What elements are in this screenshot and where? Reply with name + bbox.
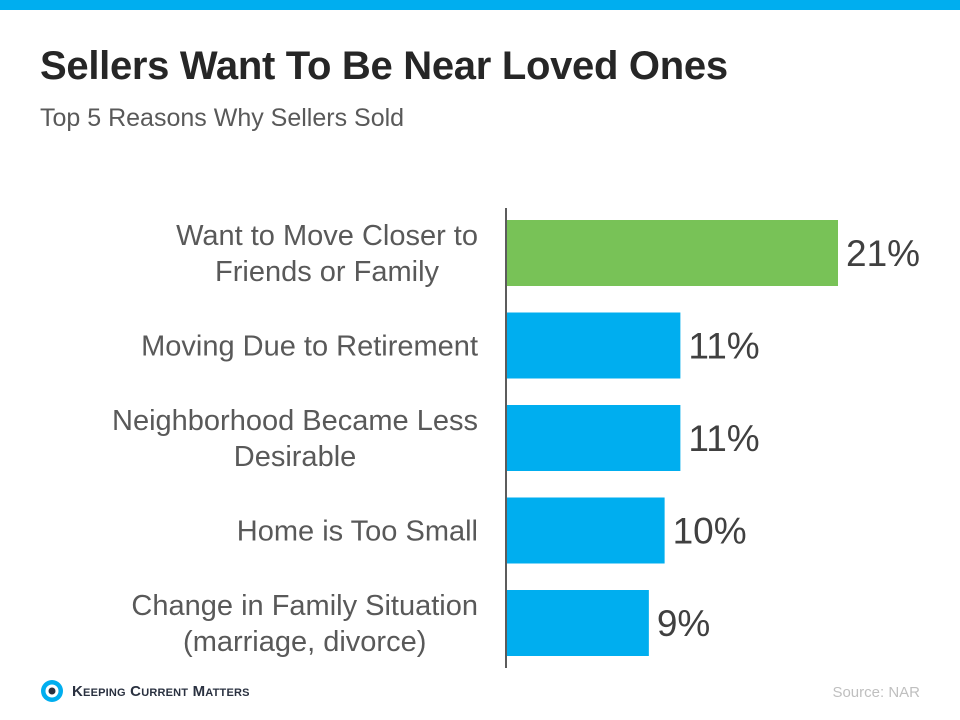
bar-value-label-3: 10% [673, 511, 747, 552]
bar-value-label-4: 9% [657, 603, 710, 644]
bar-0 [507, 220, 838, 286]
bar-value-label-0: 21% [846, 233, 920, 274]
category-label-0: Want to Move Closer to Friends or Family [176, 220, 478, 288]
bar-value-label-2: 11% [688, 418, 759, 459]
category-label-1: Moving Due to Retirement [141, 331, 478, 363]
category-label-line: Home is Too Small [237, 516, 478, 548]
page-title: Sellers Want To Be Near Loved Ones [40, 44, 728, 88]
bar-value-label-1: 11% [688, 326, 759, 367]
bar-1 [507, 312, 681, 379]
category-label-line: Want to Move Closer to [176, 220, 478, 252]
logo-text: Keeping Current Matters [72, 682, 250, 700]
category-label-2: Neighborhood Became Less Desirable [112, 405, 478, 473]
category-label-line: Moving Due to Retirement [141, 331, 478, 363]
category-label-line: Neighborhood Became Less [112, 405, 478, 437]
category-label-line: (marriage, divorce) [183, 626, 426, 658]
bar-2 [507, 405, 681, 471]
kcm-logo-icon [41, 680, 63, 702]
page-subtitle: Top 5 Reasons Why Sellers Sold [40, 104, 405, 132]
bar-3 [507, 497, 665, 564]
category-label-line: Change in Family Situation [131, 590, 478, 622]
category-label-3: Home is Too Small [237, 516, 478, 548]
top-accent-bar [0, 0, 960, 10]
category-label-line: Friends or Family [215, 256, 439, 288]
category-label-4: Change in Family Situation (marriage, div… [131, 590, 478, 658]
bar-4 [507, 590, 649, 656]
source-note: Source: NAR [832, 684, 920, 701]
company-logo: Keeping Current Matters [40, 679, 250, 703]
category-label-line: Desirable [234, 441, 357, 473]
